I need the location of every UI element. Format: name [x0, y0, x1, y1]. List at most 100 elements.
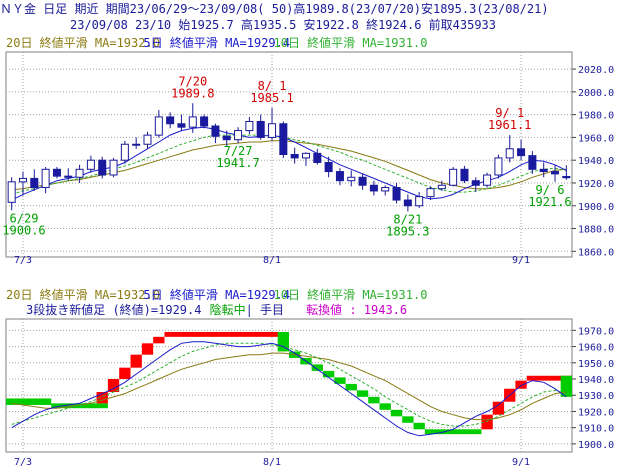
- y-tick-label: 1960.0: [578, 133, 614, 144]
- panel-subtitle-part: | 手目: [246, 303, 284, 317]
- y-tick-label: 1930.0: [578, 391, 614, 402]
- candle-down: [324, 161, 333, 173]
- annotation-price: 1921.6: [528, 195, 571, 209]
- annotation-price: 1961.1: [488, 118, 531, 132]
- brick-down: [379, 403, 391, 410]
- candle-down: [539, 168, 548, 173]
- brick-down: [277, 331, 289, 352]
- header-line1: ＮＹ金 日足 期近 期間23/06/29～23/09/08( 50)高1989.…: [0, 0, 549, 17]
- candle-down: [335, 171, 344, 182]
- brick-up: [153, 336, 165, 344]
- candle-up: [234, 130, 243, 141]
- brick-down: [51, 403, 108, 409]
- brick-down: [334, 377, 346, 384]
- y-tick-label: 1900.0: [578, 202, 614, 213]
- y-tick-label: 1900.0: [578, 440, 614, 451]
- candle-up: [132, 143, 141, 146]
- x-tick-label: 8/1: [263, 255, 281, 266]
- candle-down: [358, 176, 367, 186]
- y-tick-label: 1920.0: [578, 179, 614, 190]
- y-tick-label: 1950.0: [578, 359, 614, 370]
- legend-entry: 10日 終値平滑 MA=1931.0: [274, 35, 428, 50]
- y-tick-label: 2020.0: [578, 65, 614, 76]
- x-tick-label: 9/1: [512, 457, 530, 468]
- candle-down: [64, 175, 73, 178]
- candle-up: [86, 159, 95, 170]
- brick-down: [413, 422, 425, 430]
- ma20-line: [11, 352, 567, 421]
- candle-up: [301, 152, 310, 159]
- candle-up: [415, 196, 424, 207]
- candle-up: [41, 168, 50, 189]
- annotation-date: 8/ 1: [258, 79, 287, 93]
- brick-down: [560, 375, 572, 397]
- brick-down: [322, 370, 335, 378]
- ma5-line: [11, 341, 567, 437]
- annotation-date: 7/27: [224, 144, 253, 158]
- brick-up: [130, 354, 142, 368]
- x-tick-label: 8/1: [263, 457, 281, 468]
- brick-up: [492, 401, 505, 415]
- chart-header-period: ＮＹ金 日足 期近 期間23/06/29～23/09/08( 50)高1989.…: [0, 0, 624, 17]
- annotation-price: 1985.1: [250, 91, 293, 105]
- annotation-date: 9/ 1: [495, 106, 524, 120]
- candle-down: [166, 116, 175, 125]
- candle-down: [369, 184, 378, 192]
- candle-down: [256, 120, 265, 138]
- brick-up: [481, 414, 493, 430]
- candle-down: [30, 177, 39, 189]
- candle-down: [52, 168, 61, 177]
- candle-up: [347, 176, 356, 182]
- candle-up: [505, 148, 514, 159]
- candle-up: [245, 120, 254, 132]
- candle-up: [449, 168, 458, 186]
- legend-entry: 5日 終値平滑 MA=1929.4: [143, 287, 290, 302]
- brick-up: [515, 380, 527, 389]
- candle-up: [143, 134, 152, 145]
- candle-down: [290, 154, 299, 159]
- brick-up: [526, 375, 572, 381]
- brick-down: [368, 396, 380, 404]
- candle-up: [154, 116, 163, 136]
- brick-down: [356, 390, 369, 397]
- annotation-date: 6/29: [10, 211, 39, 225]
- candle-down: [517, 148, 526, 157]
- annotation-price: 1989.8: [171, 86, 214, 100]
- annotation-date: 9/ 6: [536, 183, 565, 197]
- candle-up: [7, 181, 16, 203]
- y-tick-label: 1920.0: [578, 407, 614, 418]
- brick-down: [311, 364, 323, 371]
- y-tick-label: 2000.0: [578, 88, 614, 99]
- candlestick-panel: 1860.0 1880.0 1900.0 1920.0 1940.0 1960.0 1980…: [2, 35, 614, 266]
- brick-up: [164, 331, 289, 337]
- candle-down: [471, 180, 480, 186]
- y-tick-label: 1960.0: [578, 343, 614, 354]
- candle-down: [403, 199, 412, 207]
- brick-down: [390, 409, 403, 417]
- panel-subtitle-part: 3段抜き新値足 (終値)=1929.4: [26, 302, 201, 317]
- legend-entry: 10日 終値平滑 MA=1931.0: [274, 287, 428, 302]
- brick-up: [107, 379, 120, 392]
- y-tick-label: 1860.0: [578, 247, 614, 258]
- candle-up: [426, 188, 435, 198]
- y-tick-label: 1980.0: [578, 111, 614, 122]
- y-tick-label: 1940.0: [578, 156, 614, 167]
- y-tick-label: 1910.0: [578, 424, 614, 435]
- brick-up: [96, 391, 108, 404]
- annotation-date: 8/21: [393, 212, 422, 226]
- annotation-price: 1900.6: [2, 223, 45, 237]
- brick-down: [6, 398, 52, 405]
- candle-up: [188, 116, 197, 128]
- candle-up: [75, 168, 84, 178]
- brick-up: [119, 367, 131, 380]
- legend-entry: 20日 終値平滑 MA=1932.0: [6, 287, 160, 302]
- header-line2: 23/09/08 23/10 始1925.7 高1935.5 安1922.8 終…: [70, 18, 497, 32]
- ma10-line: [11, 342, 567, 427]
- y-tick-label: 1940.0: [578, 375, 614, 386]
- candle-up: [494, 157, 503, 176]
- brick-down: [402, 416, 414, 423]
- brick-down: [345, 383, 357, 391]
- new-price-panel: 1900.0 1910.0 1920.0 1930.0 1940.0 1950.0 1960…: [5, 287, 614, 468]
- candle-up: [18, 177, 27, 183]
